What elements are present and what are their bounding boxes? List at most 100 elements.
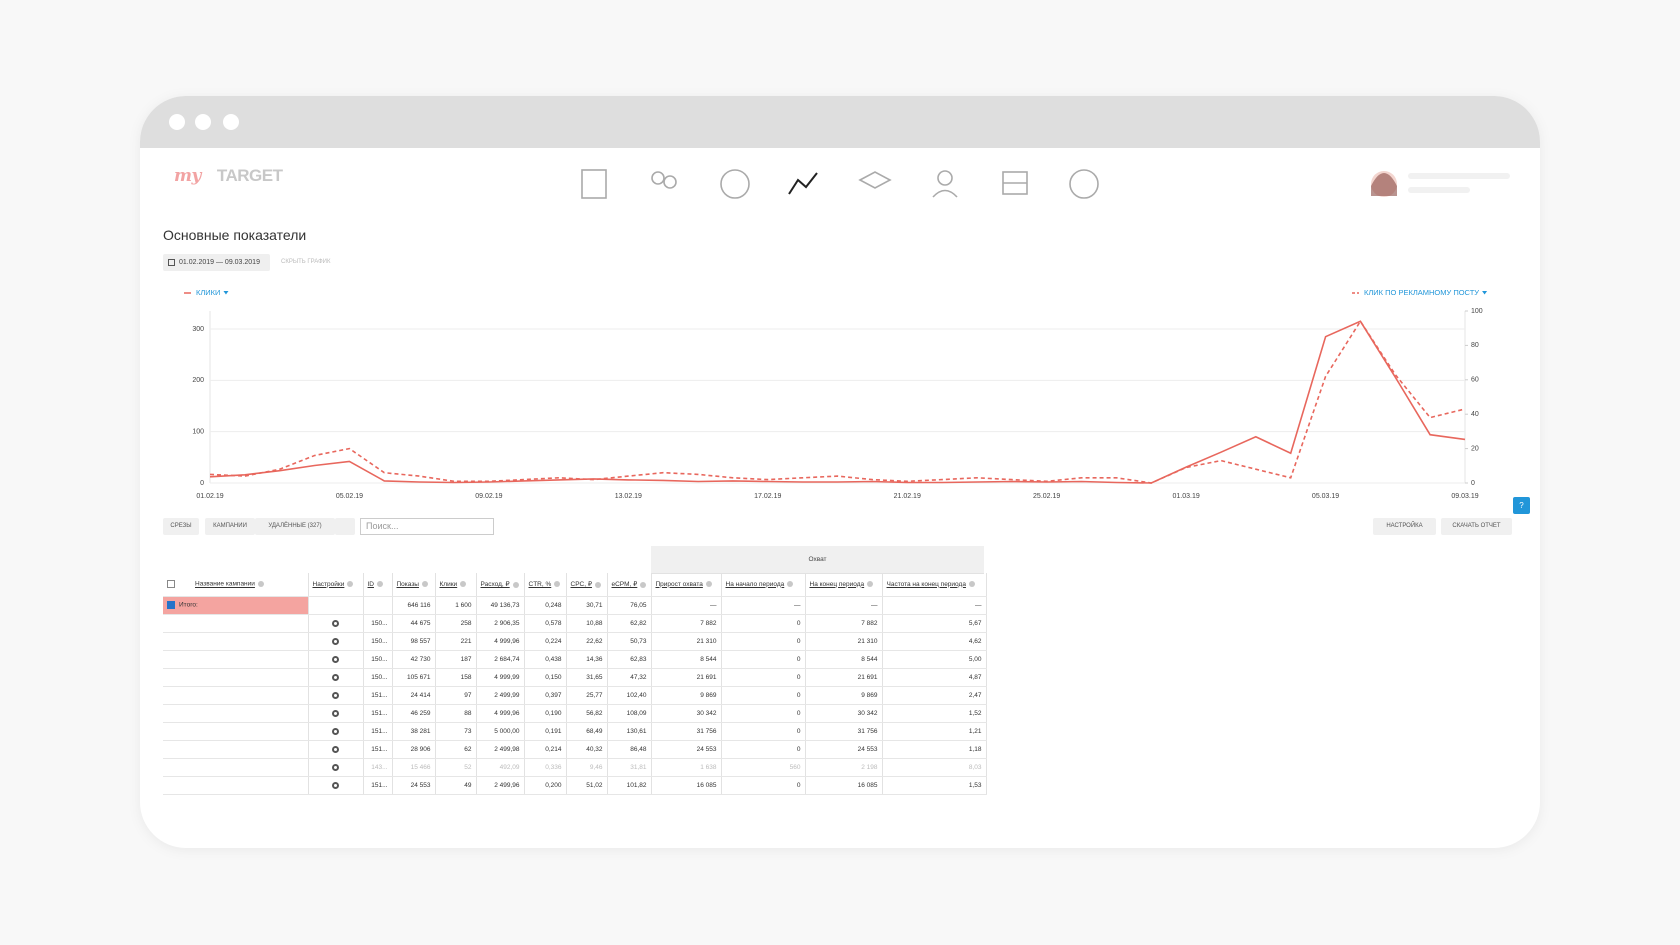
campaigns-tab[interactable]: КАМПАНИИ <box>205 518 255 535</box>
nav-icon[interactable] <box>858 171 892 189</box>
download-button[interactable]: СКАЧАТЬ ОТЧЕТ <box>1441 518 1512 535</box>
legend-label[interactable]: КЛИК ПО РЕКЛАМНОМУ ПОСТУ <box>1364 288 1479 297</box>
cell: 25,77 <box>566 686 608 705</box>
search-input[interactable]: Поиск... <box>360 518 494 535</box>
column-title[interactable]: Название кампании <box>195 580 255 588</box>
nav-icon[interactable] <box>581 169 607 199</box>
checkbox[interactable] <box>167 601 175 609</box>
column-title[interactable]: CPC, ₽ <box>570 581 592 589</box>
column-title[interactable]: Настройки <box>312 580 345 588</box>
cell: 151... <box>363 686 393 705</box>
cell: 4 999,96 <box>476 632 525 651</box>
column-title[interactable]: eCPM, ₽ <box>611 581 638 589</box>
gear-icon[interactable] <box>332 655 339 663</box>
cell: 68,49 <box>566 722 608 741</box>
gear-icon[interactable] <box>332 709 339 717</box>
slices-button[interactable]: СРЕЗЫ <box>163 518 199 535</box>
gear-icon[interactable] <box>332 763 339 771</box>
column-title[interactable]: Прирост охвата <box>655 580 703 588</box>
cell: 62,83 <box>607 650 652 669</box>
window-dot <box>195 114 211 130</box>
cell: 1,21 <box>882 722 987 741</box>
nav-icon-active[interactable] <box>788 172 818 195</box>
column-title[interactable]: ID <box>367 580 375 588</box>
cell: 2 684,74 <box>476 650 525 669</box>
x-tick-label: 25.02.19 <box>1033 493 1060 500</box>
title-bar <box>140 96 1540 148</box>
column-header: Прирост охвата <box>651 573 722 597</box>
column-title[interactable]: CTR, % <box>528 580 552 588</box>
window-dot <box>223 114 239 130</box>
cell: 8 544 <box>651 650 722 669</box>
column-header: Частота на конец периода <box>882 573 987 597</box>
name-cell <box>163 704 309 723</box>
column-header: ID <box>363 573 393 597</box>
cell: 258 <box>435 614 477 633</box>
cell: 221 <box>435 632 477 651</box>
column-title[interactable]: Расход, ₽ <box>480 581 510 589</box>
column-title[interactable]: Частота на конец периода <box>886 580 966 588</box>
cell: 2 906,35 <box>476 614 525 633</box>
cell: 0 <box>721 722 806 741</box>
date-range[interactable]: 01.02.2019 — 09.03.2019 <box>163 254 270 271</box>
cell: 5 000,00 <box>476 722 525 741</box>
cell: 0,336 <box>524 758 567 777</box>
column-header: На конец периода <box>805 573 883 597</box>
column-title[interactable]: Показы <box>396 580 419 588</box>
total-value: 0,248 <box>524 596 567 615</box>
column-header: Настройки <box>308 573 364 597</box>
gear-icon[interactable] <box>332 619 339 627</box>
total-value: — <box>651 596 722 615</box>
window-dot <box>169 114 185 130</box>
column-title[interactable]: На начало периода <box>725 580 785 588</box>
gear-icon[interactable] <box>332 673 339 681</box>
dropdown[interactable] <box>335 518 355 535</box>
gear-icon[interactable] <box>332 781 339 789</box>
help-icon <box>968 581 975 588</box>
cell: 0,191 <box>524 722 567 741</box>
table-row: 151... 38 281 73 5 000,00 0,191 68,49 130,61 31… <box>163 722 987 741</box>
settings-cell <box>308 740 364 759</box>
gear-icon[interactable] <box>332 637 339 645</box>
hide-chart[interactable]: СКРЫТЬ ГРАФИК <box>281 259 331 265</box>
checkbox[interactable] <box>167 580 175 589</box>
total-label-cell: Итого: <box>163 596 309 615</box>
cell: 31,65 <box>566 668 608 687</box>
cell: 28 906 <box>392 740 436 759</box>
deleted-tab[interactable]: УДАЛЁННЫЕ (327) <box>255 518 335 535</box>
help-icon <box>705 581 712 588</box>
empty-cell <box>363 596 393 615</box>
name-cell <box>163 740 309 759</box>
settings-button[interactable]: НАСТРОЙКА <box>1373 518 1436 535</box>
cell: 2 499,98 <box>476 740 525 759</box>
help-button[interactable]: ? <box>1513 497 1530 514</box>
help-icon <box>787 581 794 588</box>
cell: 51,02 <box>566 776 608 795</box>
cell: 0 <box>721 614 806 633</box>
nav-icon[interactable] <box>651 171 665 185</box>
user-placeholder <box>1408 187 1470 193</box>
nav-icon[interactable] <box>937 170 953 186</box>
logo[interactable]: my TARGET <box>174 166 283 186</box>
cell: 52 <box>435 758 477 777</box>
cell: 42 730 <box>392 650 436 669</box>
table-row: 151... 24 414 97 2 499,99 0,397 25,77 102,40 9 … <box>163 686 987 705</box>
cell: 2,47 <box>882 686 987 705</box>
name-cell <box>163 686 309 705</box>
y2-tick-label: 20 <box>1471 445 1479 452</box>
cell: 98 557 <box>392 632 436 651</box>
legend-caret <box>223 291 229 295</box>
gear-icon[interactable] <box>332 727 339 735</box>
gear-icon[interactable] <box>332 691 339 699</box>
cell: 9,46 <box>566 758 608 777</box>
column-title[interactable]: На конец периода <box>809 580 865 588</box>
cell: 10,88 <box>566 614 608 633</box>
nav-icon[interactable] <box>1069 169 1099 199</box>
settings-cell <box>308 614 364 633</box>
page-title: Основные показатели <box>163 227 307 243</box>
nav-icon[interactable] <box>720 169 750 199</box>
cell: 7 882 <box>805 614 883 633</box>
gear-icon[interactable] <box>332 745 339 753</box>
column-title[interactable]: Клики <box>439 580 458 588</box>
legend-label[interactable]: КЛИКИ <box>196 288 220 297</box>
